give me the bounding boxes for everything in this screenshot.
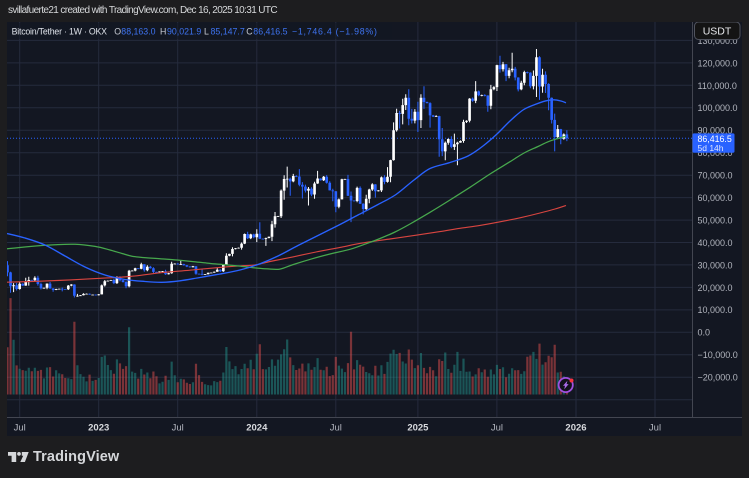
svg-text:−1,746.4 (−1.98%): −1,746.4 (−1.98%) [292,27,378,37]
svg-text:Jul: Jul [14,423,26,434]
svg-text:Jul: Jul [172,423,184,434]
svg-text:85,147.7: 85,147.7 [211,27,245,37]
svg-text:20,000.0: 20,000.0 [698,283,733,293]
svg-text:110,000.0: 110,000.0 [698,81,737,91]
svg-text:50,000.0: 50,000.0 [698,216,733,226]
svg-text:L: L [204,27,209,37]
svg-text:2024: 2024 [246,423,268,434]
svg-text:0.0: 0.0 [698,328,711,338]
svg-text:C: C [246,27,253,37]
svg-text:100,000.0: 100,000.0 [698,103,738,113]
svg-text:90,000.0: 90,000.0 [698,126,733,136]
svg-text:Jul: Jul [330,423,342,434]
svg-text:2025: 2025 [407,423,429,434]
svg-text:130,000.0: 130,000.0 [698,36,738,46]
svg-text:2026: 2026 [565,423,586,434]
svg-text:5d 14h: 5d 14h [698,143,724,153]
svg-text:80,000.0: 80,000.0 [698,148,733,158]
svg-text:Jul: Jul [491,423,503,434]
svg-text:60,000.0: 60,000.0 [698,193,733,203]
svg-text:10,000.0: 10,000.0 [698,305,733,315]
svg-text:88,163.0: 88,163.0 [121,27,155,37]
svg-text:Bitcoin/Tether · 1W · OKX: Bitcoin/Tether · 1W · OKX [12,27,108,37]
svg-text:2023: 2023 [88,423,109,434]
svg-text:86,416.5: 86,416.5 [253,27,287,37]
svg-text:−10,000.0: −10,000.0 [698,350,738,360]
svg-text:40,000.0: 40,000.0 [698,238,733,248]
svg-text:86,416.5: 86,416.5 [698,134,732,144]
svg-text:O: O [114,27,121,37]
svg-text:H: H [160,27,166,37]
svg-text:−20,000.0: −20,000.0 [698,373,738,383]
svg-text:90,021.9: 90,021.9 [167,27,201,37]
svg-text:Jul: Jul [649,423,661,434]
svg-text:70,000.0: 70,000.0 [698,171,733,181]
svg-text:30,000.0: 30,000.0 [698,260,733,270]
svg-text:120,000.0: 120,000.0 [698,58,738,68]
svg-text:USDT: USDT [703,26,732,38]
